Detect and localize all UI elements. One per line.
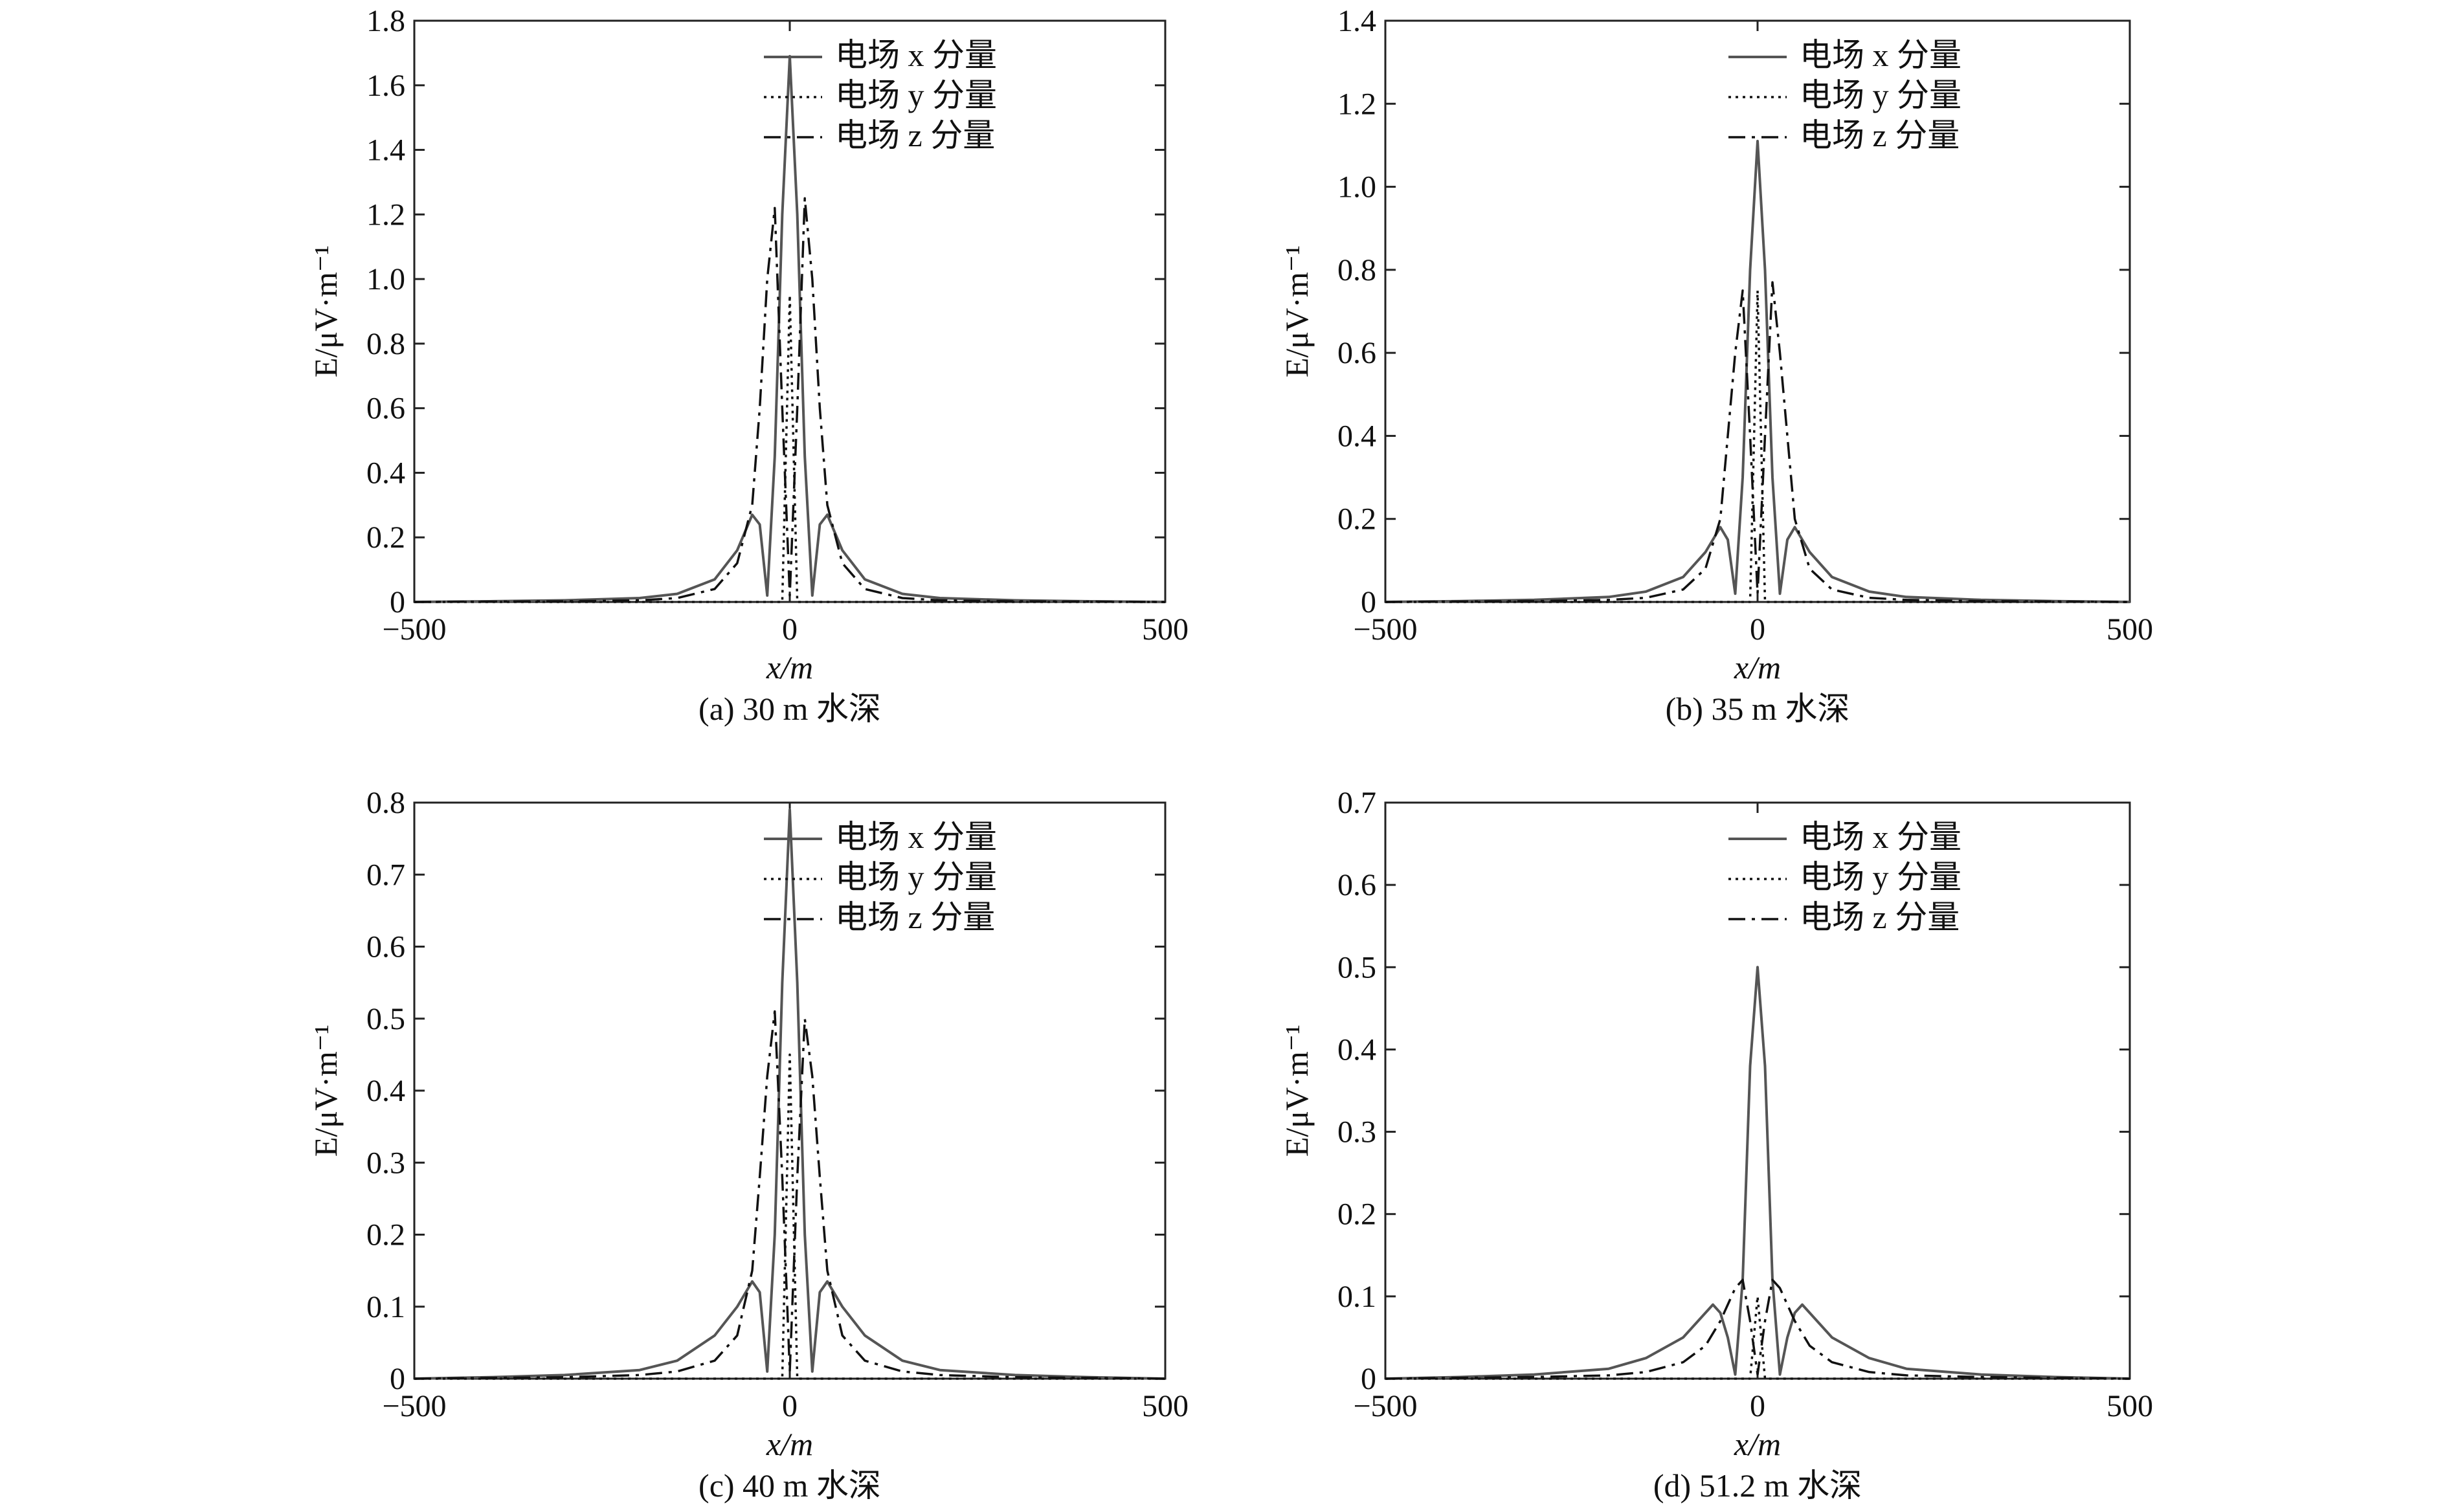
y-tick-label: 1.6: [366, 69, 405, 103]
y-tick-label: 0.4: [366, 456, 405, 490]
chart-panel-c: 00.10.20.30.40.50.60.70.8−500 0 500x/mE/μV…: [307, 786, 1189, 1504]
legend-entry: 电场 y 分量: [1800, 859, 1961, 895]
chart-panel-d: 00.10.20.30.40.50.60.7−500 0 500x/mE/μV·m⁻…: [1279, 786, 2153, 1504]
series-line-x: [1385, 140, 2130, 603]
series-line-x: [414, 808, 1166, 1380]
series-line-z: [1385, 281, 2130, 603]
y-tick-label: 0.3: [366, 1146, 405, 1180]
y-tick-label: 0.1: [366, 1290, 405, 1324]
y-tick-label: 0.7: [1337, 786, 1376, 820]
chart-panel-a: 00.20.40.60.81.01.21.41.61.8−500 0 500x/mE…: [307, 4, 1189, 727]
chart-panel-b: 00.20.40.60.81.01.21.4−500 0 500x/mE/μV·m⁻…: [1279, 4, 2153, 727]
y-tick-label: 0.5: [366, 1002, 405, 1036]
series-line-x: [1385, 966, 2130, 1380]
y-tick-label: 0.6: [366, 392, 405, 426]
panel-caption: (b) 35 m 水深: [1666, 691, 1850, 727]
y-axis-label: E/μV·m⁻¹: [1279, 1025, 1315, 1157]
y-tick-label: 0.4: [1337, 419, 1376, 453]
legend-entry: 电场 z 分量: [835, 117, 995, 153]
y-tick-label: 1.2: [1337, 87, 1376, 121]
y-tick-label: 0.6: [366, 930, 405, 964]
legend-entry: 电场 y 分量: [1800, 77, 1961, 113]
panel-caption: (c) 40 m 水深: [698, 1467, 881, 1504]
series-line-y: [414, 294, 1165, 603]
x-tick-label: 0: [782, 1389, 798, 1423]
x-axis-label: x/m: [1734, 649, 1781, 685]
y-tick-label: 1.2: [366, 197, 405, 232]
panel-caption: (a) 30 m 水深: [698, 691, 881, 727]
series-line-z: [414, 1010, 1166, 1380]
y-tick-label: 0.2: [1337, 502, 1376, 537]
x-tick-label: 0: [782, 612, 798, 647]
legend-entry: 电场 y 分量: [835, 859, 997, 895]
legend-entry: 电场 x 分量: [835, 37, 997, 73]
y-tick-label: 0.2: [1337, 1197, 1376, 1232]
y-tick-label: 0.8: [366, 786, 405, 820]
legend-entry: 电场 x 分量: [1800, 37, 1961, 73]
legend-entry: 电场 z 分量: [1800, 117, 1960, 153]
y-tick-label: 0.6: [1337, 868, 1376, 902]
legend-entry: 电场 y 分量: [835, 77, 997, 113]
series-line-z: [414, 197, 1166, 603]
x-tick-label: 500: [1142, 612, 1189, 647]
y-tick-label: 0.2: [366, 520, 405, 555]
y-axis-label: E/μV·m⁻¹: [307, 245, 344, 377]
x-tick-label: −500: [382, 612, 446, 647]
x-axis-label: x/m: [766, 649, 813, 685]
y-tick-label: 0.4: [366, 1074, 405, 1108]
y-tick-label: 0.7: [366, 858, 405, 892]
plot-frame: [1384, 801, 2131, 1380]
x-tick-label: 500: [1142, 1389, 1189, 1423]
series-line-z: [1385, 1278, 2130, 1380]
x-tick-label: 0: [1750, 612, 1765, 647]
y-tick-label: 1.4: [366, 133, 405, 168]
y-tick-label: 0.6: [1337, 336, 1376, 370]
legend-entry: 电场 x 分量: [835, 819, 997, 855]
y-tick-label: 0.1: [1337, 1280, 1376, 1314]
y-tick-label: 1.4: [1337, 4, 1376, 38]
series-line-y: [414, 1053, 1165, 1380]
x-tick-label: 0: [1750, 1389, 1765, 1423]
x-axis-label: x/m: [766, 1426, 813, 1462]
y-tick-label: 0.4: [1337, 1032, 1376, 1067]
x-axis-label: x/m: [1734, 1426, 1781, 1462]
x-tick-label: −500: [382, 1389, 446, 1423]
legend-entry: 电场 z 分量: [1800, 899, 1960, 935]
y-tick-label: 0.8: [1337, 253, 1376, 287]
x-tick-label: −500: [1353, 1389, 1417, 1423]
panel-caption: (d) 51.2 m 水深: [1653, 1467, 1862, 1504]
legend-entry: 电场 x 分量: [1800, 819, 1961, 855]
y-tick-label: 0: [1361, 585, 1376, 619]
y-tick-label: 0: [390, 585, 405, 619]
legend-entry: 电场 z 分量: [835, 899, 995, 935]
y-tick-label: 0.2: [366, 1218, 405, 1252]
y-tick-label: 1.8: [366, 4, 405, 38]
x-tick-label: 500: [2106, 1389, 2153, 1423]
y-tick-label: 1.0: [1337, 170, 1376, 205]
y-tick-label: 0.3: [1337, 1115, 1376, 1150]
y-tick-label: 0: [1361, 1362, 1376, 1396]
y-axis-label: E/μV·m⁻¹: [307, 1025, 344, 1157]
x-tick-label: −500: [1353, 612, 1417, 647]
series-line-y: [1385, 1295, 2130, 1380]
y-tick-label: 0: [390, 1362, 405, 1396]
y-axis-label: E/μV·m⁻¹: [1279, 245, 1315, 377]
y-tick-label: 0.8: [366, 327, 405, 361]
series-line-y: [1385, 289, 2130, 603]
y-tick-label: 1.0: [366, 262, 405, 296]
y-tick-label: 0.5: [1337, 950, 1376, 984]
x-tick-label: 500: [2106, 612, 2153, 647]
